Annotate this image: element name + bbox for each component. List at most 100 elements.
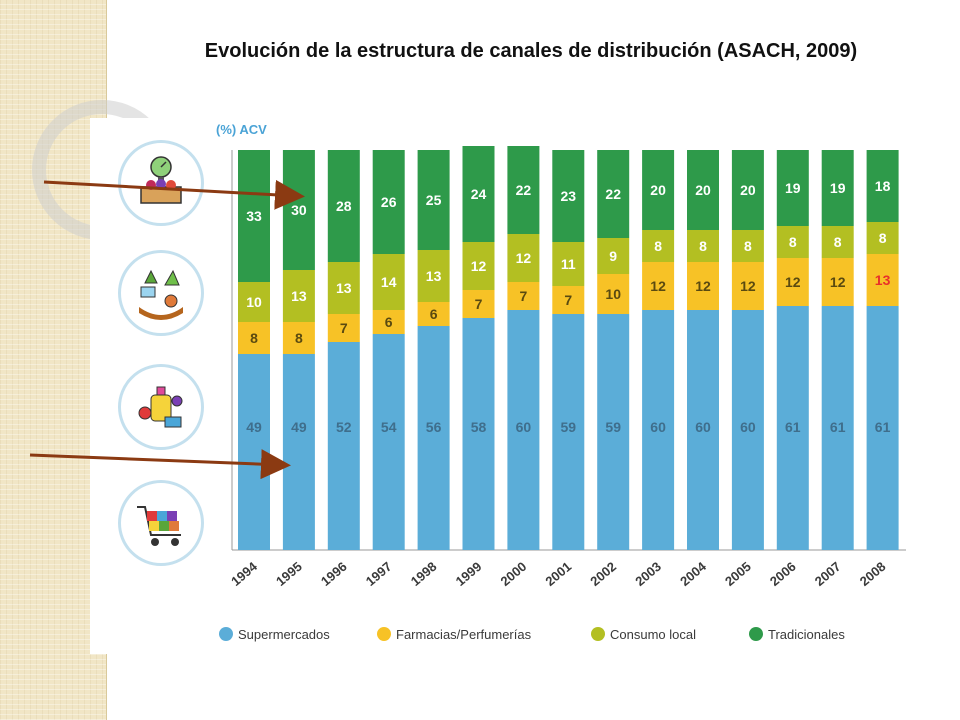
- data-label: 24: [471, 186, 487, 202]
- legend-marker: [377, 627, 391, 641]
- bar-segment: [507, 234, 540, 282]
- legend-label: Supermercados: [238, 627, 330, 642]
- bar-segment: [597, 238, 630, 274]
- data-label: 13: [336, 280, 352, 296]
- bar-segment: [462, 146, 495, 242]
- bar-segment: [597, 150, 630, 238]
- bar-segment: [327, 150, 360, 262]
- bar-segment: [866, 222, 899, 254]
- bar-segment: [282, 270, 315, 322]
- slide-title: Evolución de la estructura de canales de…: [204, 40, 858, 62]
- bar-segment: [821, 226, 854, 258]
- bar-segment: [507, 146, 540, 234]
- bar-segment: [687, 150, 719, 230]
- x-tick-label: 2001: [542, 559, 574, 589]
- data-label: 8: [654, 238, 662, 254]
- bar-segment: [866, 306, 899, 550]
- data-label: 12: [650, 278, 666, 294]
- x-tick-label: 2000: [498, 559, 530, 589]
- bar-segment: [866, 150, 899, 222]
- legend-marker: [591, 627, 605, 641]
- bar-segment: [642, 150, 675, 230]
- bar-segment: [372, 150, 405, 254]
- bar-segment: [372, 334, 405, 550]
- channel-icons-column: [118, 140, 208, 566]
- x-tick-label: 1997: [363, 559, 395, 589]
- bar-segment: [372, 310, 405, 334]
- legend-marker: [749, 627, 763, 641]
- scale-market-icon: [118, 140, 204, 226]
- bar-segment: [731, 310, 764, 550]
- data-label: 7: [340, 320, 348, 336]
- data-label: 60: [650, 419, 666, 435]
- legend-label: Consumo local: [610, 627, 696, 642]
- bar-segment: [462, 242, 495, 290]
- bar-segment: [238, 282, 270, 322]
- bar-segment: [597, 314, 630, 550]
- data-label: 10: [605, 286, 621, 302]
- bar-segment: [282, 354, 315, 550]
- data-label: 13: [426, 268, 442, 284]
- bar-segment: [731, 230, 764, 262]
- data-label: 13: [291, 288, 307, 304]
- data-label: 58: [471, 419, 487, 435]
- bar-segment: [552, 314, 585, 550]
- data-label: 20: [650, 182, 666, 198]
- left-decorative-strip: [0, 0, 107, 720]
- bar-segment: [731, 150, 764, 230]
- x-tick-label: 2005: [722, 559, 754, 589]
- bar-segment: [776, 150, 809, 226]
- bar-segment: [687, 230, 719, 262]
- data-label: 9: [609, 248, 617, 264]
- bar-segment: [462, 290, 495, 318]
- data-label: 8: [295, 330, 303, 346]
- data-label: 7: [475, 296, 483, 312]
- x-tick-label: 2006: [767, 559, 799, 589]
- data-label: 22: [605, 186, 621, 202]
- data-label: 52: [336, 419, 352, 435]
- data-label: 8: [699, 238, 707, 254]
- arrow-bottom: [29, 449, 291, 480]
- data-label: 54: [381, 419, 397, 435]
- bar-segment: [776, 306, 809, 550]
- data-label: 60: [516, 419, 532, 435]
- data-label: 19: [830, 180, 846, 196]
- data-label: 8: [879, 230, 887, 246]
- data-label: 18: [875, 178, 891, 194]
- data-label: 23: [561, 188, 577, 204]
- data-label: 25: [426, 192, 442, 208]
- bar-segment: [776, 258, 809, 306]
- data-label: 13: [875, 272, 891, 288]
- data-label: 49: [246, 419, 262, 435]
- bar-segment: [417, 150, 450, 250]
- bar-segment: [821, 306, 854, 550]
- x-tick-label: 2002: [587, 559, 619, 589]
- bar-segment: [372, 254, 405, 310]
- bar-segment: [417, 326, 450, 550]
- data-label: 61: [830, 419, 846, 435]
- data-label: 11: [561, 256, 576, 272]
- bar-segment: [821, 258, 854, 306]
- x-tick-label: 1995: [273, 559, 305, 589]
- data-label: 12: [830, 274, 846, 290]
- x-tick-label: 1998: [408, 559, 440, 589]
- data-label: 20: [695, 182, 711, 198]
- x-tick-label: 1994: [228, 558, 260, 589]
- perfume-icon: [118, 364, 204, 450]
- bar-segment: [417, 302, 450, 326]
- unit-label: (%) ACV: [216, 122, 267, 137]
- bar-segment: [552, 150, 585, 242]
- data-label: 8: [744, 238, 752, 254]
- data-label: 28: [336, 198, 352, 214]
- bar-segment: [238, 354, 270, 550]
- data-label: 30: [291, 202, 307, 218]
- x-tick-label: 1996: [318, 559, 350, 589]
- data-label: 61: [875, 419, 891, 435]
- bar-segment: [642, 310, 675, 550]
- bar-segment: [642, 262, 675, 310]
- data-label: 60: [740, 419, 756, 435]
- data-label: 8: [834, 234, 842, 250]
- data-label: 12: [471, 258, 487, 274]
- data-label: 26: [381, 194, 397, 210]
